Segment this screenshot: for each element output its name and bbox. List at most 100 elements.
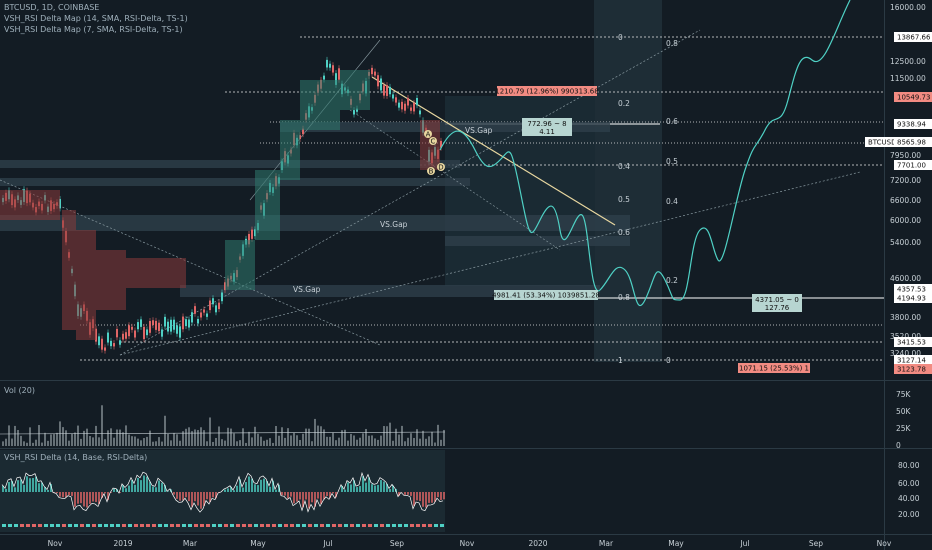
candle-body [116, 328, 118, 338]
rsi-bar [161, 482, 163, 492]
volume-bar [119, 429, 121, 446]
candle-body [113, 343, 115, 347]
symbol-legend[interactable]: BTCUSD, 1D, COINBASE [4, 3, 100, 12]
rsi-bar [242, 487, 244, 492]
rsi-bar [74, 492, 76, 507]
svg-text:772.96 ~ 8: 772.96 ~ 8 [527, 120, 566, 128]
rsi-bar [437, 492, 439, 498]
volume-bar [263, 440, 265, 446]
volume-axis: 75K 50K 25K 0 [896, 390, 912, 450]
svg-text:4600.00: 4600.00 [890, 274, 921, 283]
volume-bar [371, 435, 373, 446]
indicator-legend-2[interactable]: VSH_RSI Delta Map (7, SMA, RSI-Delta, TS… [4, 25, 183, 34]
rsi-bar [89, 492, 91, 504]
candle-body [374, 71, 376, 76]
rsi-bar [59, 492, 61, 497]
volume-bar [386, 426, 388, 446]
time-axis[interactable]: Nov 2019 Mar May Jul Sep Nov 2020 Mar May Jul Sep No… [48, 539, 892, 548]
candle-body [410, 107, 412, 111]
rsi-bar [128, 485, 130, 492]
candle-body [377, 75, 379, 87]
candle-body [164, 316, 166, 327]
svg-text:6000.00: 6000.00 [890, 216, 921, 225]
rsi-bar [347, 482, 349, 492]
measure-callout-right[interactable]: 4371.05 ~ 0 127.76 [752, 294, 802, 312]
rsi-bar [389, 489, 391, 492]
candle-body [386, 85, 388, 96]
svg-text:3240.00: 3240.00 [890, 349, 921, 358]
volume-bar [128, 434, 130, 446]
rsi-bar [416, 492, 418, 501]
indicator-legend-1[interactable]: VSH_RSI Delta Map (14, SMA, RSI-Delta, T… [4, 14, 188, 23]
rsi-legend[interactable]: VSH_RSI Delta (14, Base, RSI-Delta) [4, 453, 148, 462]
price-tag: 10549.73 [894, 92, 932, 102]
pane-divider-volume [0, 380, 932, 381]
measure-callout-mid[interactable]: 772.96 ~ 8 4.11 [522, 118, 572, 136]
volume-bar [5, 438, 7, 446]
candle-body [161, 329, 163, 337]
fib-labels-left: 0 0.2 0.4 0.5 0.6 0.8 1 [618, 33, 630, 365]
rsi-heat-blocks-green [225, 70, 370, 290]
rsi-bar [35, 476, 37, 492]
svg-text:25K: 25K [896, 424, 912, 433]
rsi-state-marker [368, 524, 372, 527]
volume-bar [290, 435, 292, 446]
candle-body [212, 298, 214, 305]
volume-bar [206, 441, 208, 446]
rsi-state-marker [230, 524, 234, 527]
volume-bar [14, 425, 16, 446]
rsi-state-marker [242, 524, 246, 527]
rsi-bar [203, 492, 205, 506]
rsi-state-marker [98, 524, 102, 527]
price-tag: BTCUSD [865, 137, 903, 147]
svg-text:C: C [431, 138, 436, 146]
rsi-bar [341, 485, 343, 492]
rsi-bar [419, 492, 421, 502]
volume-bar [44, 432, 46, 446]
volume-legend[interactable]: Vol (20) [4, 386, 35, 395]
rsi-bar [104, 492, 106, 494]
svg-text:0: 0 [666, 356, 671, 365]
volume-bar [98, 437, 100, 446]
volume-bar [296, 435, 298, 446]
volume-bar [440, 439, 442, 446]
volume-bar [212, 441, 214, 446]
volume-bar [389, 422, 391, 446]
measure-callout-low[interactable]: 4981.41 (53.34%) 1039851.28 [492, 290, 600, 300]
rsi-bar [350, 484, 352, 492]
rsi-bar [137, 477, 139, 492]
candle-body [140, 319, 142, 327]
rsi-bar [146, 476, 148, 492]
volume-bar [266, 439, 268, 446]
volume-bar [56, 432, 58, 446]
volume-bar [395, 428, 397, 446]
measure-callout-top[interactable]: 1210.79 (12.96%) 990313.68 [495, 86, 599, 96]
rsi-bar [65, 492, 67, 498]
rsi-state-marker [158, 524, 162, 527]
rsi-state-marker [320, 524, 324, 527]
rsi-bar [158, 480, 160, 492]
volume-bar [2, 441, 4, 446]
svg-text:0.8: 0.8 [666, 39, 678, 48]
svg-text:11500.00: 11500.00 [890, 74, 926, 83]
volume-bar [425, 438, 427, 446]
volume-bar [236, 441, 238, 446]
measure-callout-bottom[interactable]: 1071.15 (25.53%) 1 [738, 363, 810, 373]
candle-body [173, 319, 175, 330]
price-axis[interactable]: 16000.00 12500.00 11500.00 7950.00 7200.… [890, 3, 926, 358]
volume-bar [29, 427, 31, 446]
volume-bar [167, 433, 169, 446]
candle-body [206, 313, 208, 317]
volume-bar [278, 435, 280, 446]
volume-bar [134, 436, 136, 446]
volume-bar [41, 442, 43, 446]
volume-bar [65, 430, 67, 446]
volume-bar [404, 441, 406, 446]
svg-text:4371.05 ~ 0: 4371.05 ~ 0 [755, 296, 799, 304]
time-axis-label: Nov [48, 539, 63, 548]
rsi-state-marker [122, 524, 126, 527]
price-tag-label: 7701.00 [897, 162, 926, 170]
rsi-bar [80, 492, 82, 504]
rsi-state-marker [284, 524, 288, 527]
